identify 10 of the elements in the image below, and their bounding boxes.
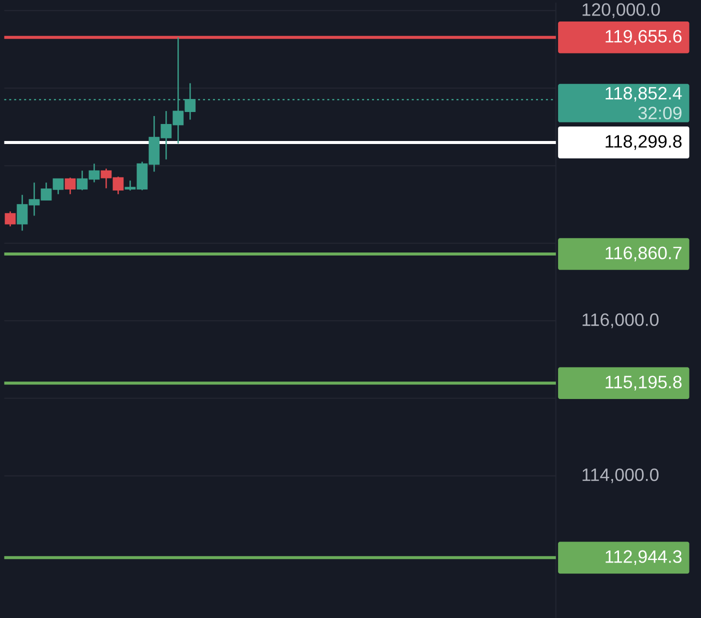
ref-line-label: 116,860.7: [606, 246, 682, 262]
ref-line-label: 119,655.6: [606, 30, 682, 45]
y-tick-label: 114,000.0: [582, 468, 659, 483]
text: 32:09: [638, 106, 682, 120]
ref-line-label: 112,944.3: [606, 550, 682, 565]
ref-line-label: 118,852.4: [606, 86, 682, 102]
y-tick-label: 120,000.0: [582, 3, 660, 18]
y-tick-label: 116,000.0: [582, 313, 659, 328]
ref-line-label: 118,299.8: [606, 134, 682, 150]
ref-line-label: 115,195.8: [606, 376, 682, 390]
